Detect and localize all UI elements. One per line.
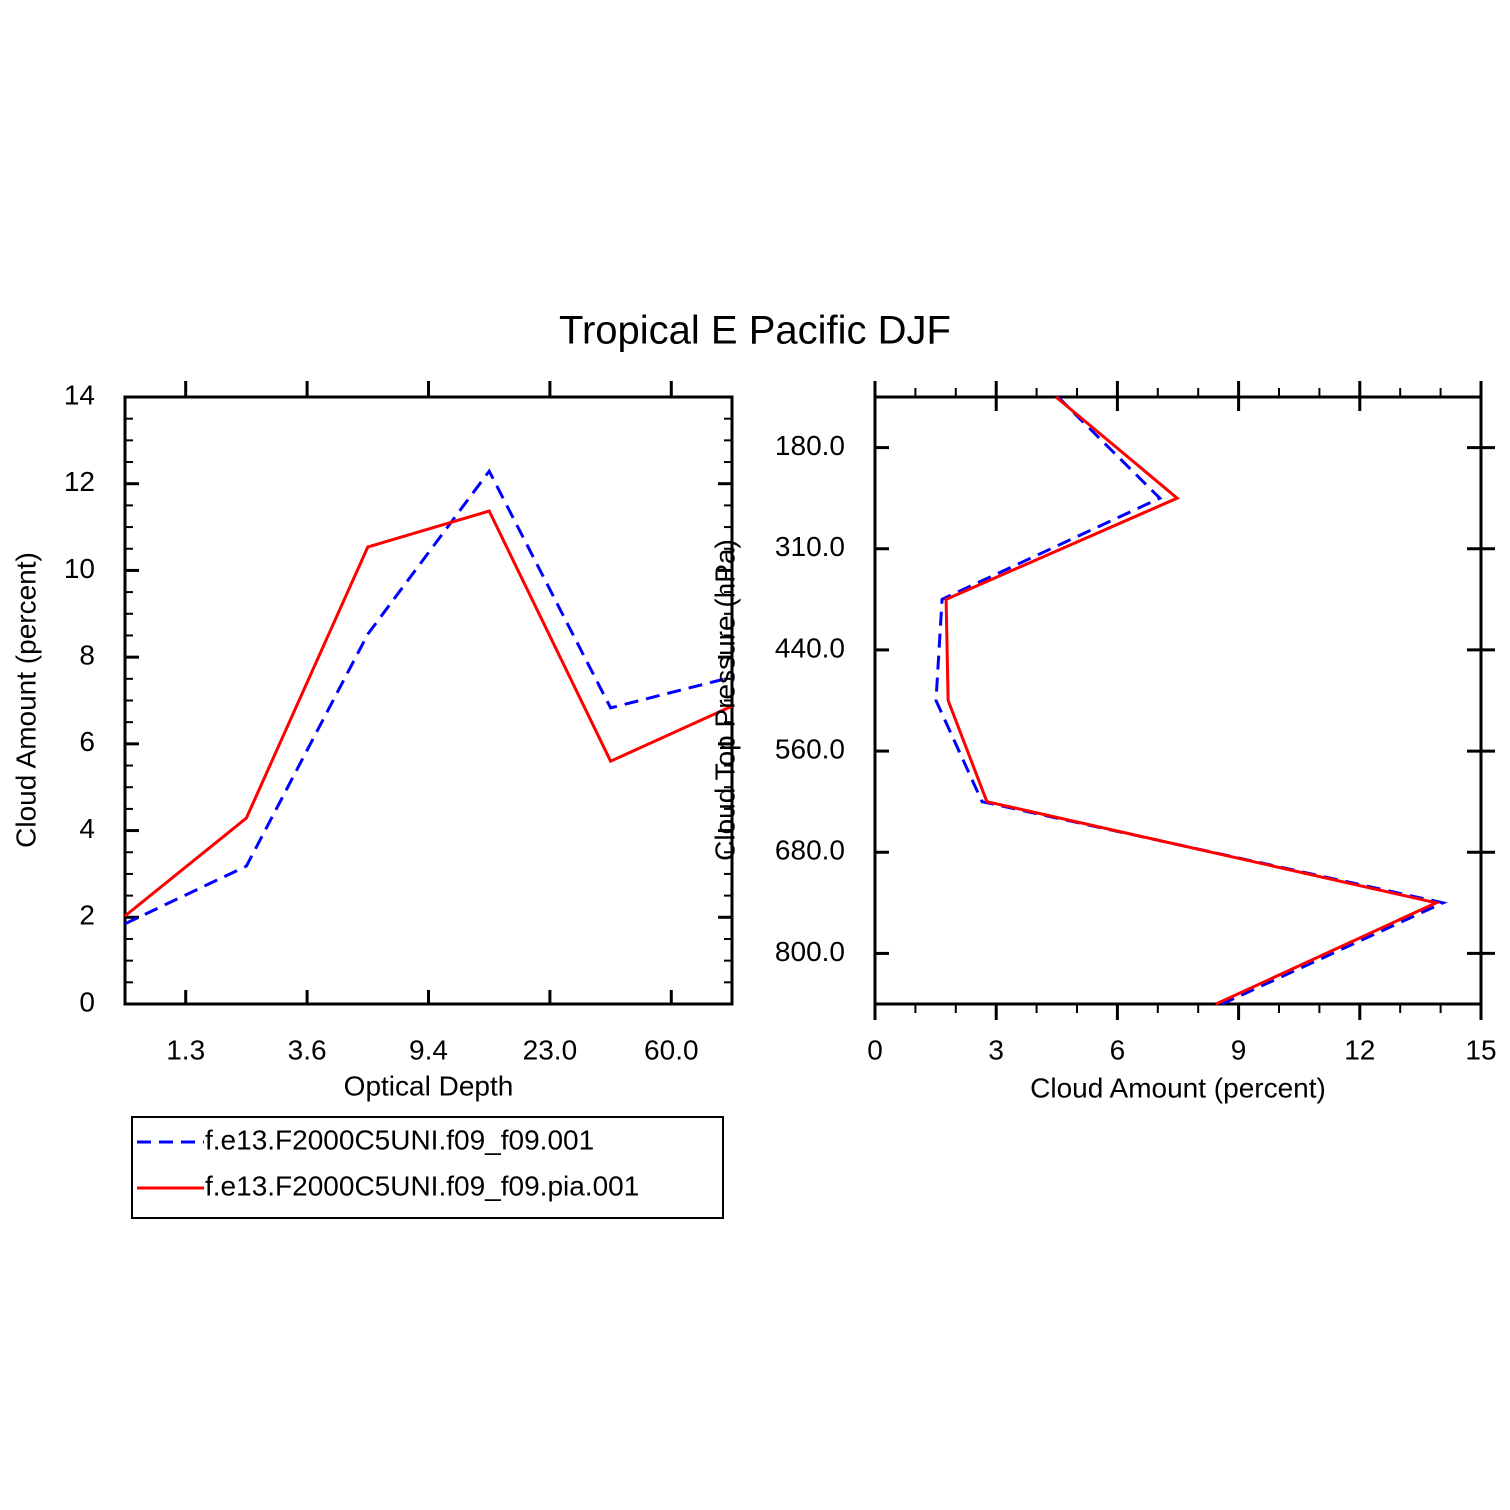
y-tick-label: 560.0: [775, 733, 845, 764]
x-tick-label: 23.0: [523, 1034, 578, 1065]
y-tick-label: 12: [64, 466, 95, 497]
x-tick-label: 60.0: [644, 1034, 699, 1065]
y-tick-label: 2: [79, 900, 95, 931]
y-tick-label: 310.0: [775, 531, 845, 562]
y-tick-label: 8: [79, 640, 95, 671]
x-tick-label: 6: [1110, 1034, 1126, 1065]
y-axis-label: Cloud Amount (percent): [10, 552, 41, 848]
series-line: [124, 509, 733, 918]
x-axis-label: Cloud Amount (percent): [1030, 1072, 1326, 1103]
y-tick-label: 6: [79, 726, 95, 757]
x-tick-label: 0: [867, 1034, 883, 1065]
x-tick-label: 12: [1344, 1034, 1375, 1065]
y-tick-label: 0: [79, 986, 95, 1017]
y-axis-label: Cloud Top Pressure (hPa): [709, 539, 740, 861]
legend-label: f.e13.F2000C5UNI.f09_f09.pia.001: [205, 1170, 639, 1201]
plot-frame: [123, 395, 734, 1006]
x-tick-label: 9: [1231, 1034, 1247, 1065]
x-tick-label: 1.3: [166, 1034, 205, 1065]
legend-box: [131, 1116, 724, 1219]
figure-title: Tropical E Pacific DJF: [559, 309, 951, 353]
y-tick-label: 680.0: [775, 835, 845, 866]
y-tick-label: 10: [64, 553, 95, 584]
x-tick-label: 9.4: [409, 1034, 448, 1065]
y-tick-label: 14: [64, 379, 95, 410]
x-axis-label: Optical Depth: [344, 1070, 514, 1101]
series-line: [124, 468, 733, 926]
y-tick-label: 800.0: [775, 936, 845, 967]
legend-label: f.e13.F2000C5UNI.f09_f09.001: [205, 1124, 594, 1155]
y-tick-label: 4: [79, 813, 95, 844]
x-tick-label: 15: [1465, 1034, 1496, 1065]
x-tick-label: 3.6: [288, 1034, 327, 1065]
y-tick-label: 440.0: [775, 632, 845, 663]
y-tick-label: 180.0: [775, 430, 845, 461]
series-line: [944, 395, 1441, 1006]
x-tick-label: 3: [988, 1034, 1004, 1065]
plot-frame: [873, 395, 1483, 1006]
series-line: [934, 395, 1448, 1006]
